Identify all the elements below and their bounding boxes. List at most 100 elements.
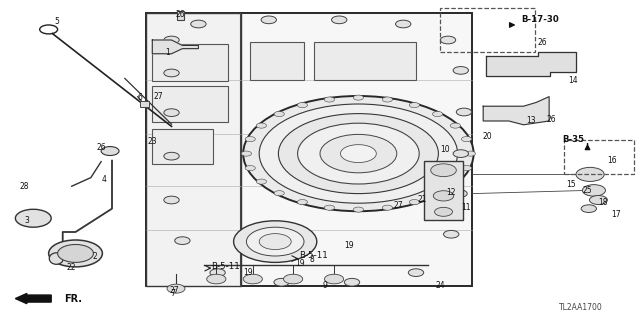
Circle shape <box>297 200 307 205</box>
Circle shape <box>164 152 179 160</box>
Circle shape <box>456 108 472 116</box>
Circle shape <box>259 104 458 203</box>
Circle shape <box>324 274 344 284</box>
Text: 28: 28 <box>20 182 29 191</box>
Text: 27: 27 <box>169 286 179 295</box>
Circle shape <box>332 16 347 24</box>
Text: 19: 19 <box>243 268 253 277</box>
Text: 24: 24 <box>435 281 445 290</box>
Text: TL2AA1700: TL2AA1700 <box>559 303 603 312</box>
Circle shape <box>175 237 190 244</box>
Text: 20: 20 <box>483 132 493 141</box>
Bar <box>152 129 213 164</box>
Circle shape <box>576 167 604 181</box>
Circle shape <box>453 67 468 74</box>
Circle shape <box>210 269 225 276</box>
Text: 9: 9 <box>323 281 328 290</box>
Circle shape <box>581 205 596 212</box>
Text: 19: 19 <box>294 260 305 268</box>
Circle shape <box>444 230 459 238</box>
Text: 2: 2 <box>92 252 97 261</box>
Ellipse shape <box>49 253 63 264</box>
Text: 27: 27 <box>154 92 164 101</box>
Text: 21: 21 <box>418 195 427 204</box>
Circle shape <box>245 165 255 171</box>
Text: 4: 4 <box>101 175 106 184</box>
Circle shape <box>298 123 419 184</box>
Text: 16: 16 <box>607 156 617 165</box>
Bar <box>146 13 472 286</box>
Text: 14: 14 <box>568 76 578 85</box>
Bar <box>177 11 184 20</box>
Circle shape <box>433 191 454 201</box>
Circle shape <box>58 244 93 262</box>
Text: 8: 8 <box>310 255 315 264</box>
Bar <box>152 44 228 81</box>
Circle shape <box>241 151 252 156</box>
Text: 6: 6 <box>137 93 142 102</box>
Text: B-35: B-35 <box>562 135 584 144</box>
Text: 13: 13 <box>526 116 536 124</box>
Text: 3: 3 <box>24 216 29 225</box>
Bar <box>152 86 228 122</box>
Text: 27: 27 <box>393 201 403 210</box>
Bar <box>424 161 463 220</box>
Text: 25: 25 <box>582 186 593 195</box>
Circle shape <box>408 269 424 276</box>
Text: B-5-11: B-5-11 <box>211 262 240 271</box>
Circle shape <box>353 95 364 100</box>
Circle shape <box>246 227 304 256</box>
Polygon shape <box>152 40 198 54</box>
Circle shape <box>382 205 392 210</box>
Circle shape <box>453 150 468 157</box>
Circle shape <box>15 209 51 227</box>
Bar <box>146 13 241 286</box>
Circle shape <box>274 278 289 286</box>
Circle shape <box>451 179 461 184</box>
Text: 7: 7 <box>170 289 175 298</box>
Circle shape <box>49 240 102 267</box>
Circle shape <box>410 102 420 108</box>
Circle shape <box>234 221 317 262</box>
Text: FR.: FR. <box>64 293 82 304</box>
Circle shape <box>256 123 266 128</box>
Text: 1: 1 <box>165 48 170 57</box>
Text: 17: 17 <box>611 210 621 219</box>
Circle shape <box>320 134 397 173</box>
Circle shape <box>431 164 456 177</box>
Text: 22: 22 <box>67 263 76 272</box>
Text: 23: 23 <box>147 137 157 146</box>
Circle shape <box>243 96 474 211</box>
Text: 5: 5 <box>54 17 59 26</box>
Circle shape <box>582 185 605 196</box>
Circle shape <box>461 137 472 142</box>
Text: B-17-30: B-17-30 <box>521 15 559 24</box>
Circle shape <box>353 207 364 212</box>
Circle shape <box>451 123 461 128</box>
Circle shape <box>164 69 179 77</box>
Bar <box>440 8 535 52</box>
Circle shape <box>433 111 443 116</box>
Circle shape <box>274 111 284 116</box>
Circle shape <box>461 165 472 171</box>
Circle shape <box>382 97 392 102</box>
Circle shape <box>259 234 291 250</box>
Circle shape <box>191 20 206 28</box>
Circle shape <box>284 274 303 284</box>
Text: 26: 26 <box>175 10 186 19</box>
Circle shape <box>396 20 411 28</box>
Polygon shape <box>483 97 549 125</box>
Circle shape <box>324 205 335 210</box>
Circle shape <box>207 274 226 284</box>
Circle shape <box>167 284 185 293</box>
Text: B-5-11: B-5-11 <box>300 252 328 260</box>
Circle shape <box>274 191 284 196</box>
Text: 26: 26 <box>96 143 106 152</box>
Polygon shape <box>486 52 576 76</box>
Bar <box>250 42 304 80</box>
Circle shape <box>243 274 262 284</box>
Circle shape <box>344 278 360 286</box>
Circle shape <box>452 190 467 197</box>
Text: 18: 18 <box>598 198 607 207</box>
Bar <box>314 42 416 80</box>
